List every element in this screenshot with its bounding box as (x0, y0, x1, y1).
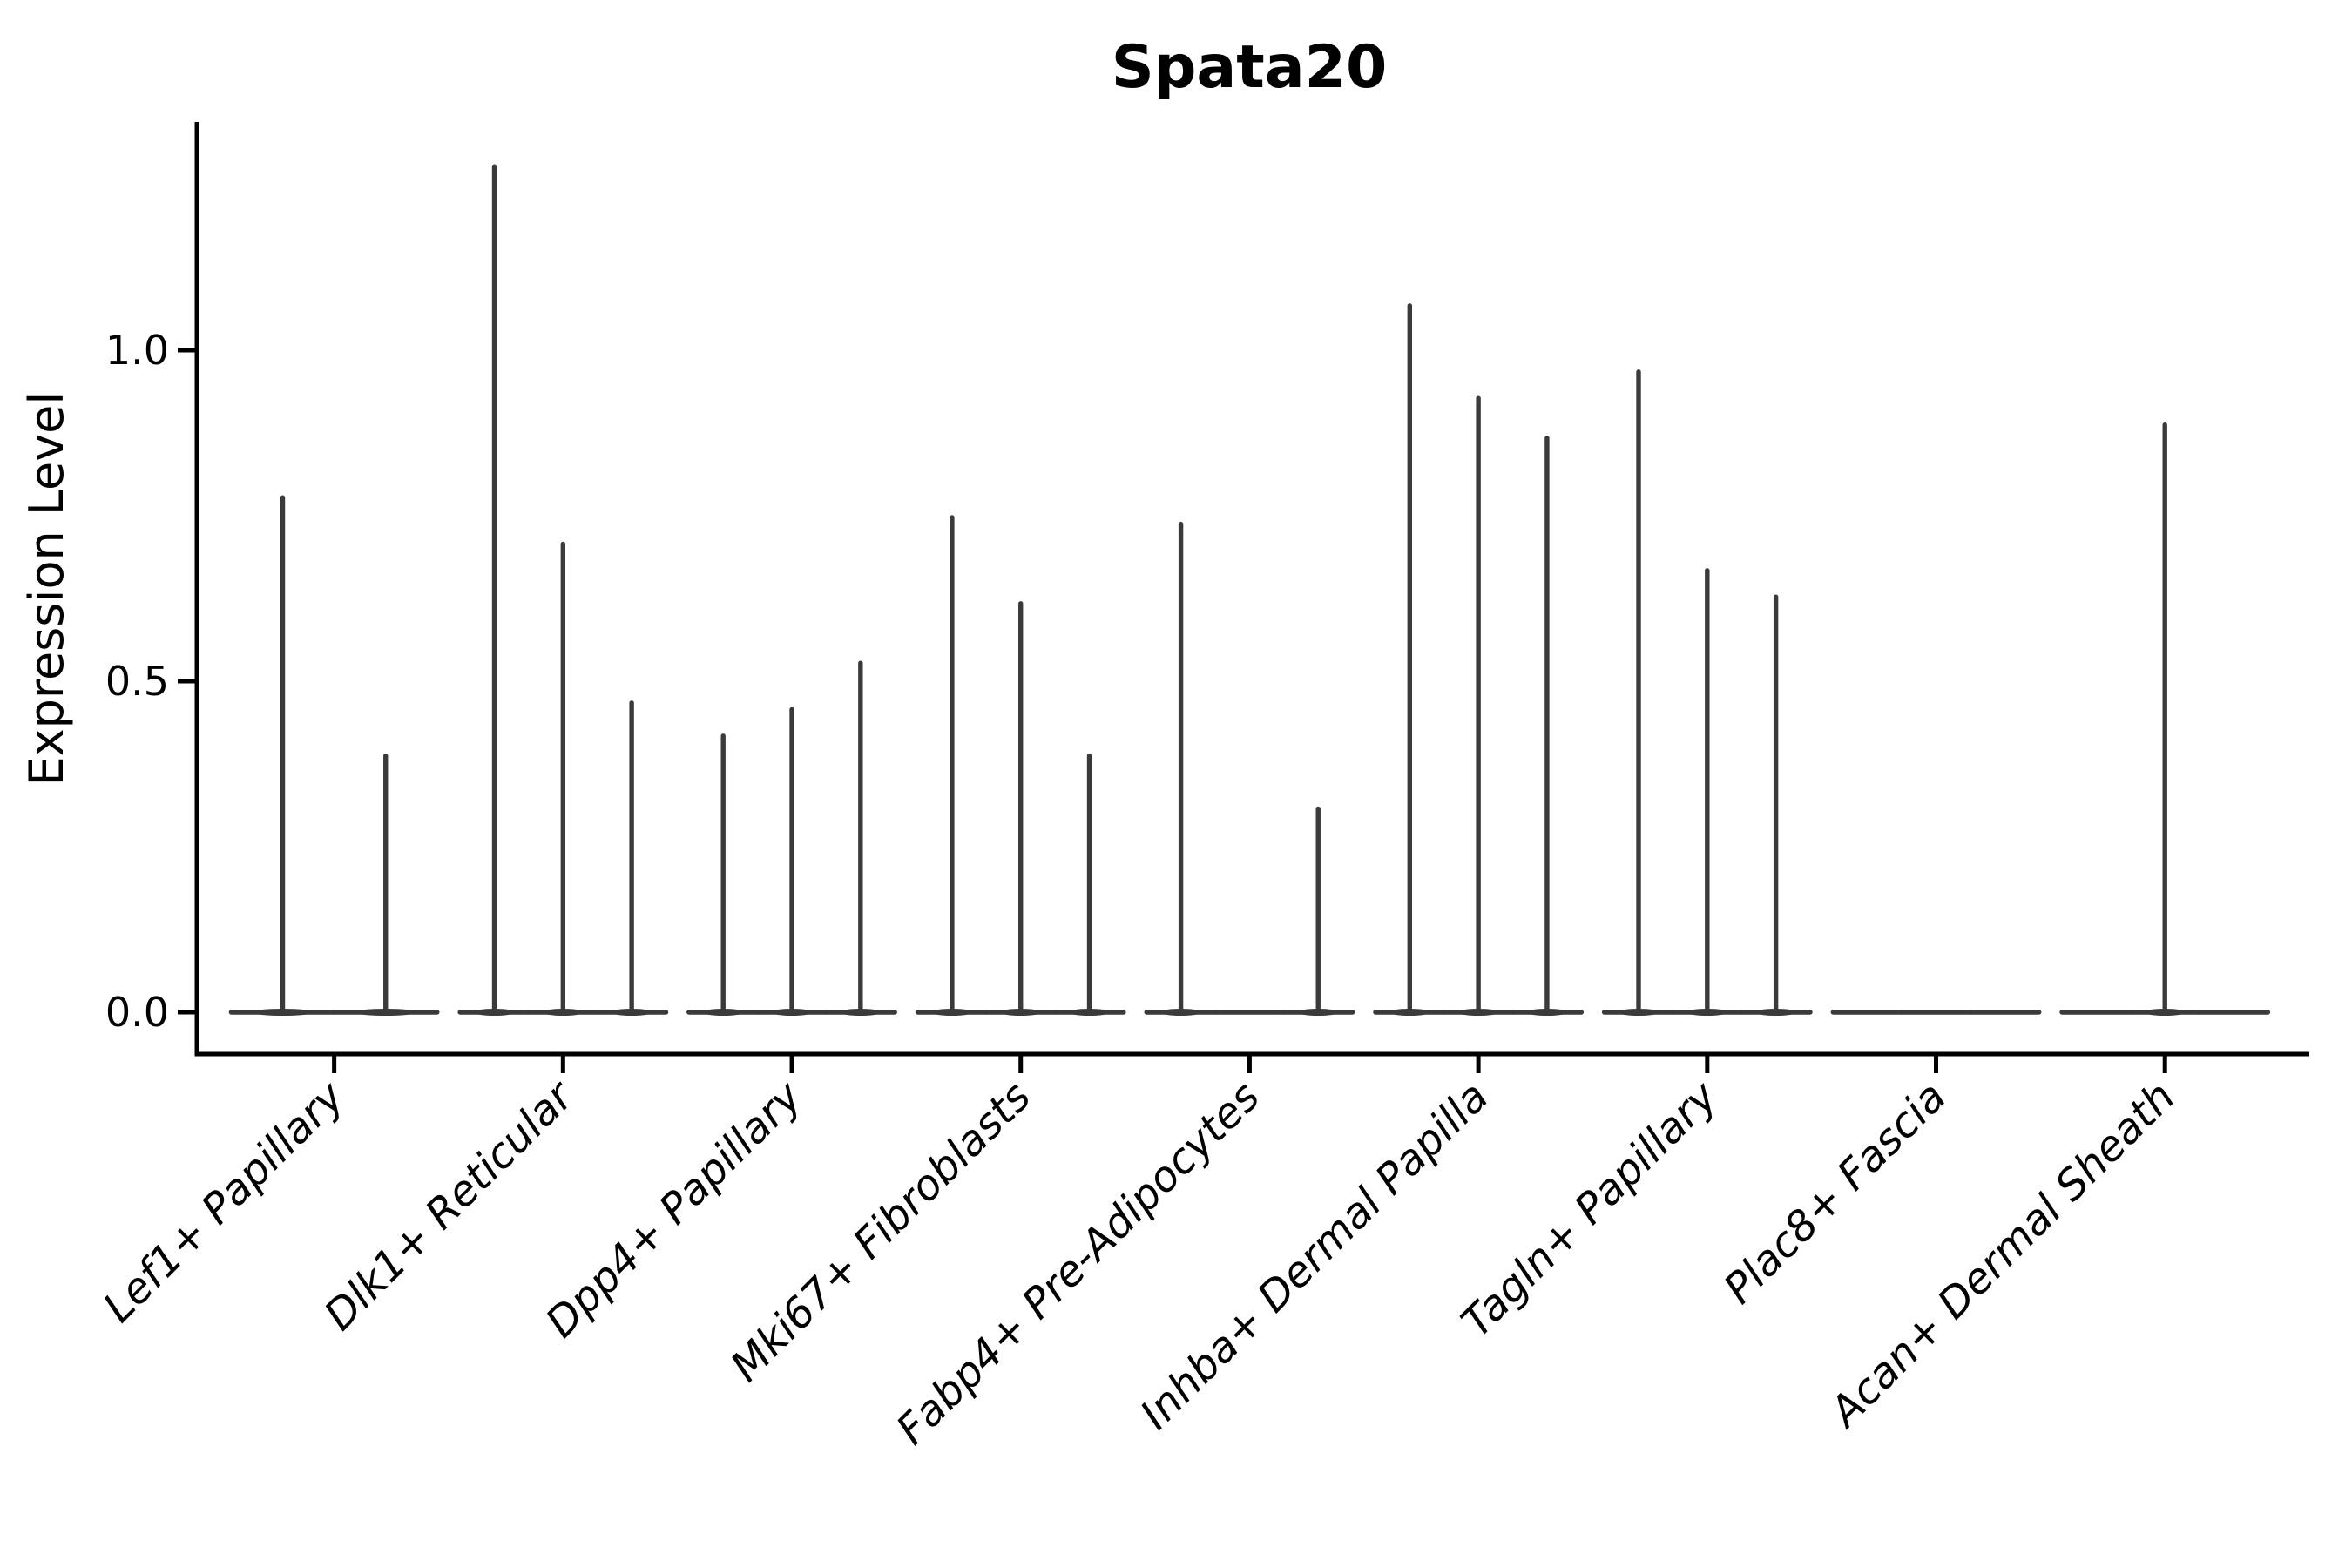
x-category-label: Tagln+ Papillary (1452, 1071, 1727, 1347)
violin-group (915, 515, 1126, 1016)
violin-group (1144, 521, 1355, 1016)
x-category-label: Dlk1+ Reticular (315, 1071, 585, 1341)
y-tick-label: 1.0 (105, 327, 169, 374)
x-category-label: Dpp4+ Papillary (537, 1071, 812, 1347)
y-axis: 0.0 0.5 1.0 (105, 327, 197, 1036)
violin-group (686, 660, 897, 1016)
x-category-label: Fabp4+ Pre-Adipocytes (887, 1072, 1269, 1455)
y-tick-label: 0.5 (105, 658, 169, 705)
violin-group (2059, 422, 2271, 1016)
x-category-label: Lef1+ Papillary (94, 1071, 355, 1332)
violin-group (1601, 369, 1813, 1016)
violin-group (228, 495, 440, 1016)
y-axis-label: Expression Level (19, 392, 74, 787)
plot-title: Spata20 (1112, 33, 1388, 102)
y-tick-label: 0.0 (105, 989, 169, 1036)
x-category-label: Plac8+ Fascia (1714, 1072, 1956, 1314)
violin-group (457, 164, 669, 1016)
violin-group (1373, 303, 1585, 1016)
violins-layer (228, 164, 2271, 1016)
